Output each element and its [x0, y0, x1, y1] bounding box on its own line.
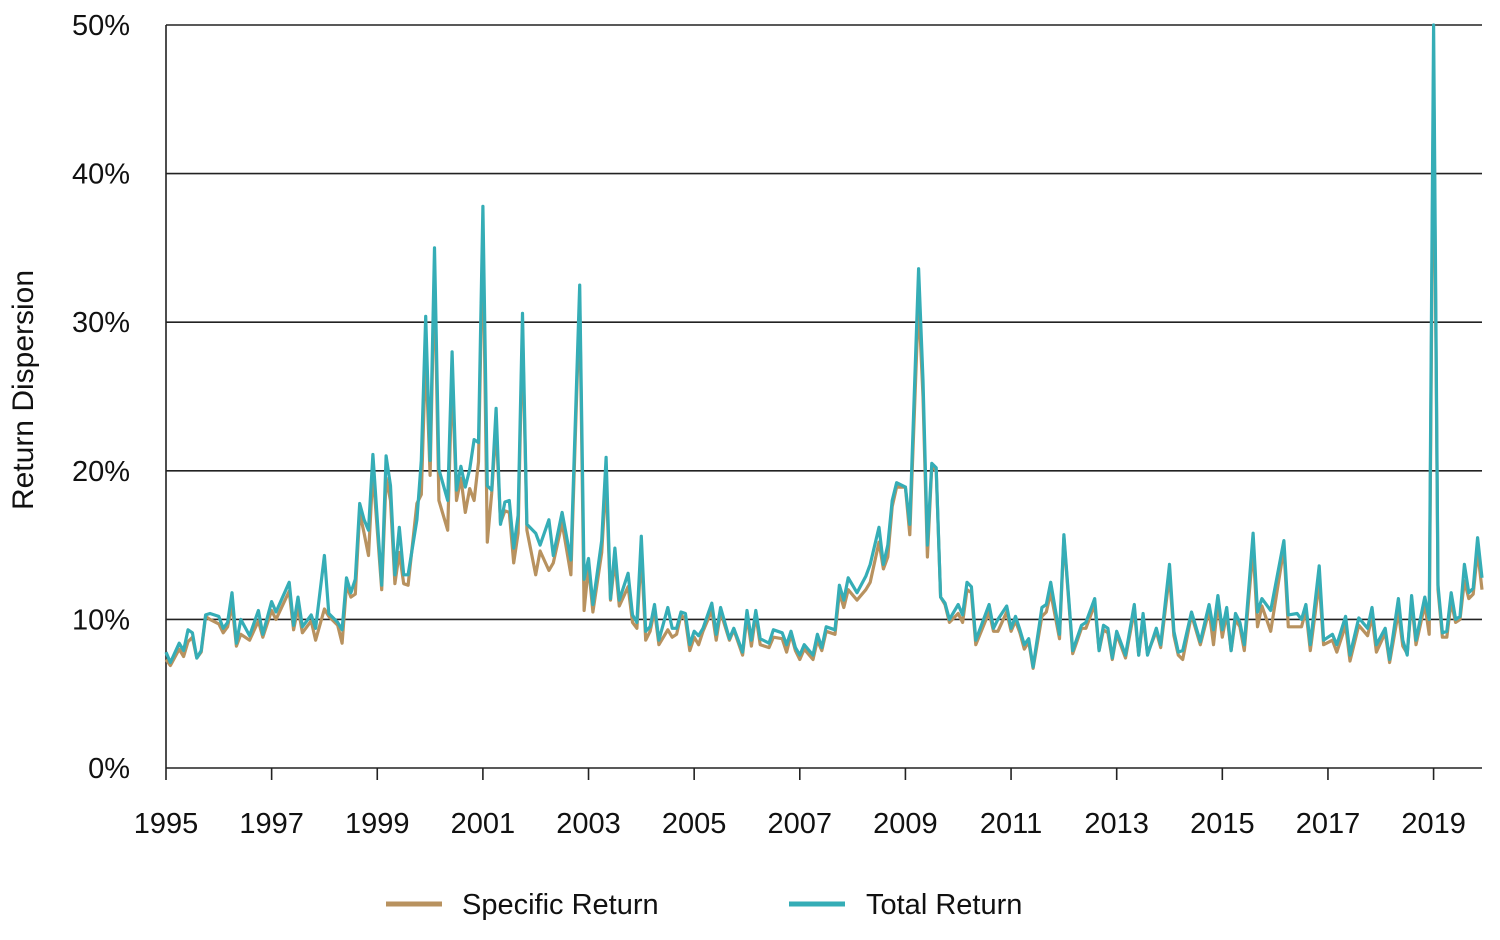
y-axis-label: Return Dispersion: [7, 270, 40, 510]
series-lines: [164, 23, 1484, 670]
x-tick-label: 2001: [451, 808, 516, 840]
y-tick-label: 0%: [88, 753, 130, 785]
x-tick-label: 1995: [134, 808, 199, 840]
x-tick-label: 2009: [873, 808, 938, 840]
x-tick-label: 2013: [1084, 808, 1149, 840]
legend: Specific Return Total Return: [386, 889, 1022, 921]
x-tick-label: 2015: [1190, 808, 1255, 840]
legend-item-total-return[interactable]: Total Return: [789, 889, 1022, 921]
legend-label-total-return: Total Return: [866, 889, 1022, 921]
x-tick-label: 2005: [662, 808, 727, 840]
y-tick-label: 40%: [72, 159, 130, 191]
legend-label-specific-return: Specific Return: [462, 889, 659, 921]
y-tick-label: 50%: [72, 10, 130, 42]
y-tick-label: 30%: [72, 307, 130, 339]
x-tick-label: 2017: [1296, 808, 1361, 840]
legend-item-specific-return[interactable]: Specific Return: [386, 889, 659, 921]
x-axis-ticks: 1995 1997 1999 2001 2003 2005 2007 2009 2011 2013…: [134, 768, 1466, 840]
y-tick-label: 10%: [72, 604, 130, 636]
x-tick-label: 2011: [980, 808, 1042, 840]
x-tick-label: 1999: [345, 808, 410, 840]
y-tick-label: 20%: [72, 456, 130, 488]
x-tick-label: 2003: [556, 808, 621, 840]
series-line-total-return: [164, 23, 1484, 669]
x-tick-label: 2007: [768, 808, 833, 840]
x-tick-label: 2019: [1401, 808, 1466, 840]
x-tick-label: 1997: [239, 808, 304, 840]
y-axis-ticks: 0% 10% 20% 30% 40% 50%: [72, 10, 130, 785]
gridlines: [166, 24, 1482, 769]
